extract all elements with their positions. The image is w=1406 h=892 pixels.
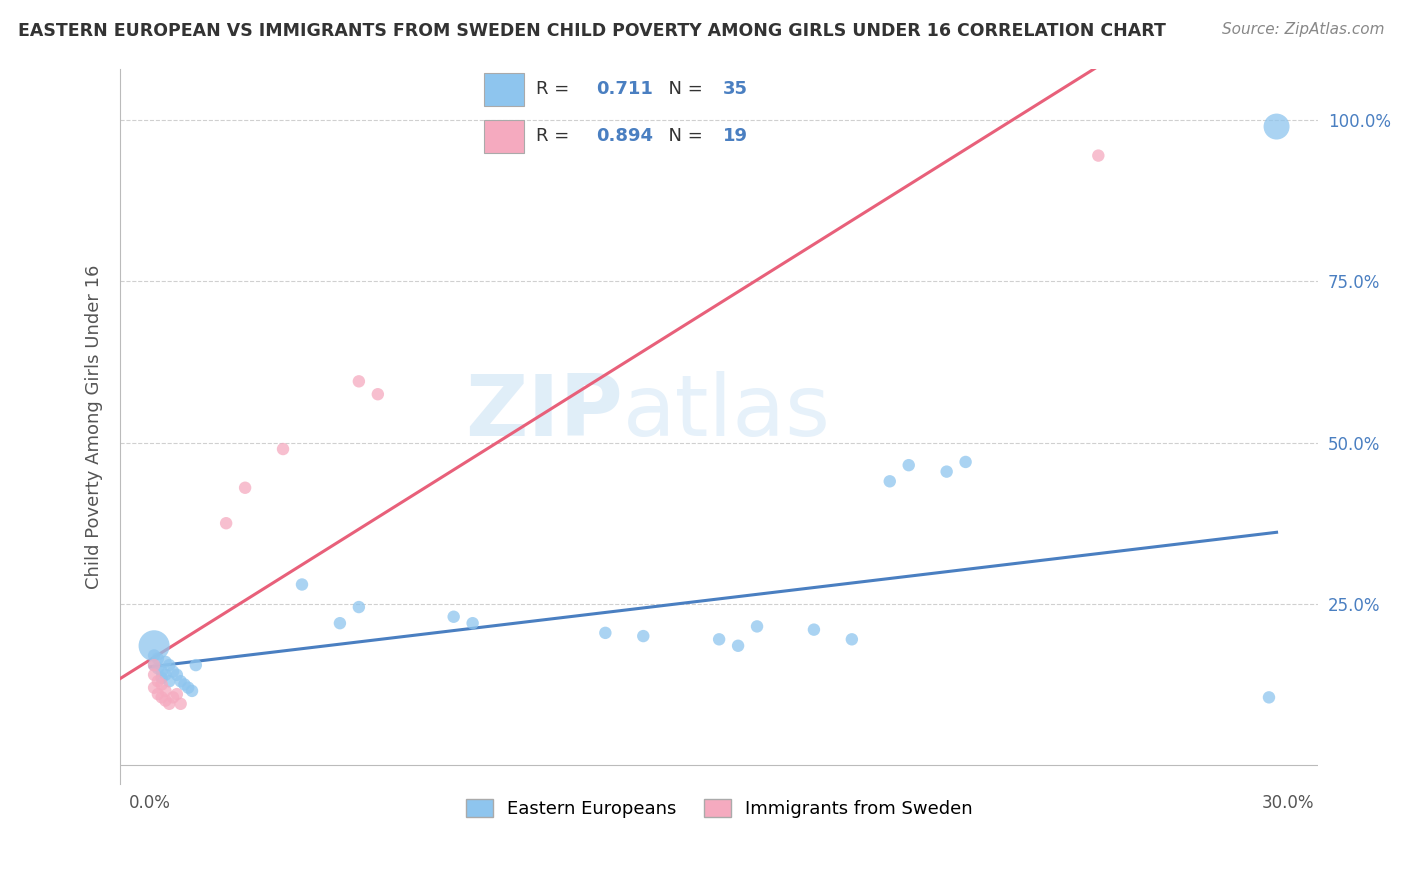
Text: R =: R =	[536, 128, 575, 145]
Point	[173, 677, 195, 691]
Text: ZIP: ZIP	[465, 371, 623, 454]
Text: 0.711: 0.711	[596, 80, 652, 98]
Point	[150, 677, 173, 691]
Point	[150, 671, 173, 685]
Point	[166, 667, 188, 681]
Point	[935, 465, 957, 479]
Point	[329, 616, 352, 631]
Point	[803, 623, 825, 637]
Legend: Eastern Europeans, Immigrants from Sweden: Eastern Europeans, Immigrants from Swede…	[458, 792, 980, 825]
Text: EASTERN EUROPEAN VS IMMIGRANTS FROM SWEDEN CHILD POVERTY AMONG GIRLS UNDER 16 CO: EASTERN EUROPEAN VS IMMIGRANTS FROM SWED…	[18, 22, 1166, 40]
Text: atlas: atlas	[623, 371, 831, 454]
Point	[157, 674, 180, 689]
Point	[841, 632, 863, 647]
Point	[143, 658, 166, 673]
Point	[143, 681, 166, 695]
Point	[155, 667, 177, 681]
Point	[595, 625, 617, 640]
Text: Source: ZipAtlas.com: Source: ZipAtlas.com	[1222, 22, 1385, 37]
Point	[166, 687, 188, 701]
Text: 0.894: 0.894	[596, 128, 654, 145]
Text: N =: N =	[657, 80, 709, 98]
Text: N =: N =	[657, 128, 709, 145]
Point	[367, 387, 389, 401]
Point	[955, 455, 977, 469]
Point	[150, 665, 173, 679]
Point	[157, 697, 180, 711]
Point	[146, 687, 169, 701]
Point	[157, 658, 180, 673]
Y-axis label: Child Poverty Among Girls Under 16: Child Poverty Among Girls Under 16	[86, 264, 103, 589]
Point	[155, 684, 177, 698]
Point	[177, 681, 200, 695]
Point	[146, 674, 169, 689]
Bar	[484, 73, 523, 105]
Bar	[484, 120, 523, 153]
Point	[184, 658, 207, 673]
Point	[162, 690, 184, 705]
Point	[169, 674, 191, 689]
Text: 35: 35	[723, 80, 748, 98]
Point	[146, 661, 169, 675]
Point	[155, 693, 177, 707]
Point	[143, 639, 166, 653]
Point	[879, 475, 901, 489]
Point	[233, 481, 256, 495]
Point	[143, 667, 166, 681]
Point	[443, 609, 465, 624]
Point	[162, 665, 184, 679]
Text: R =: R =	[536, 80, 575, 98]
Point	[155, 655, 177, 669]
Point	[633, 629, 655, 643]
Point	[146, 651, 169, 665]
Point	[271, 442, 294, 456]
Point	[143, 658, 166, 673]
Point	[745, 619, 768, 633]
Point	[150, 690, 173, 705]
Point	[169, 697, 191, 711]
Point	[727, 639, 749, 653]
Point	[461, 616, 484, 631]
Point	[215, 516, 238, 531]
Point	[1087, 148, 1109, 162]
Point	[897, 458, 920, 472]
Text: 19: 19	[723, 128, 748, 145]
Point	[1258, 690, 1281, 705]
Point	[143, 648, 166, 663]
Point	[1265, 120, 1288, 134]
Point	[291, 577, 314, 591]
Point	[347, 600, 370, 615]
Point	[181, 684, 204, 698]
Point	[347, 374, 370, 388]
Point	[707, 632, 730, 647]
